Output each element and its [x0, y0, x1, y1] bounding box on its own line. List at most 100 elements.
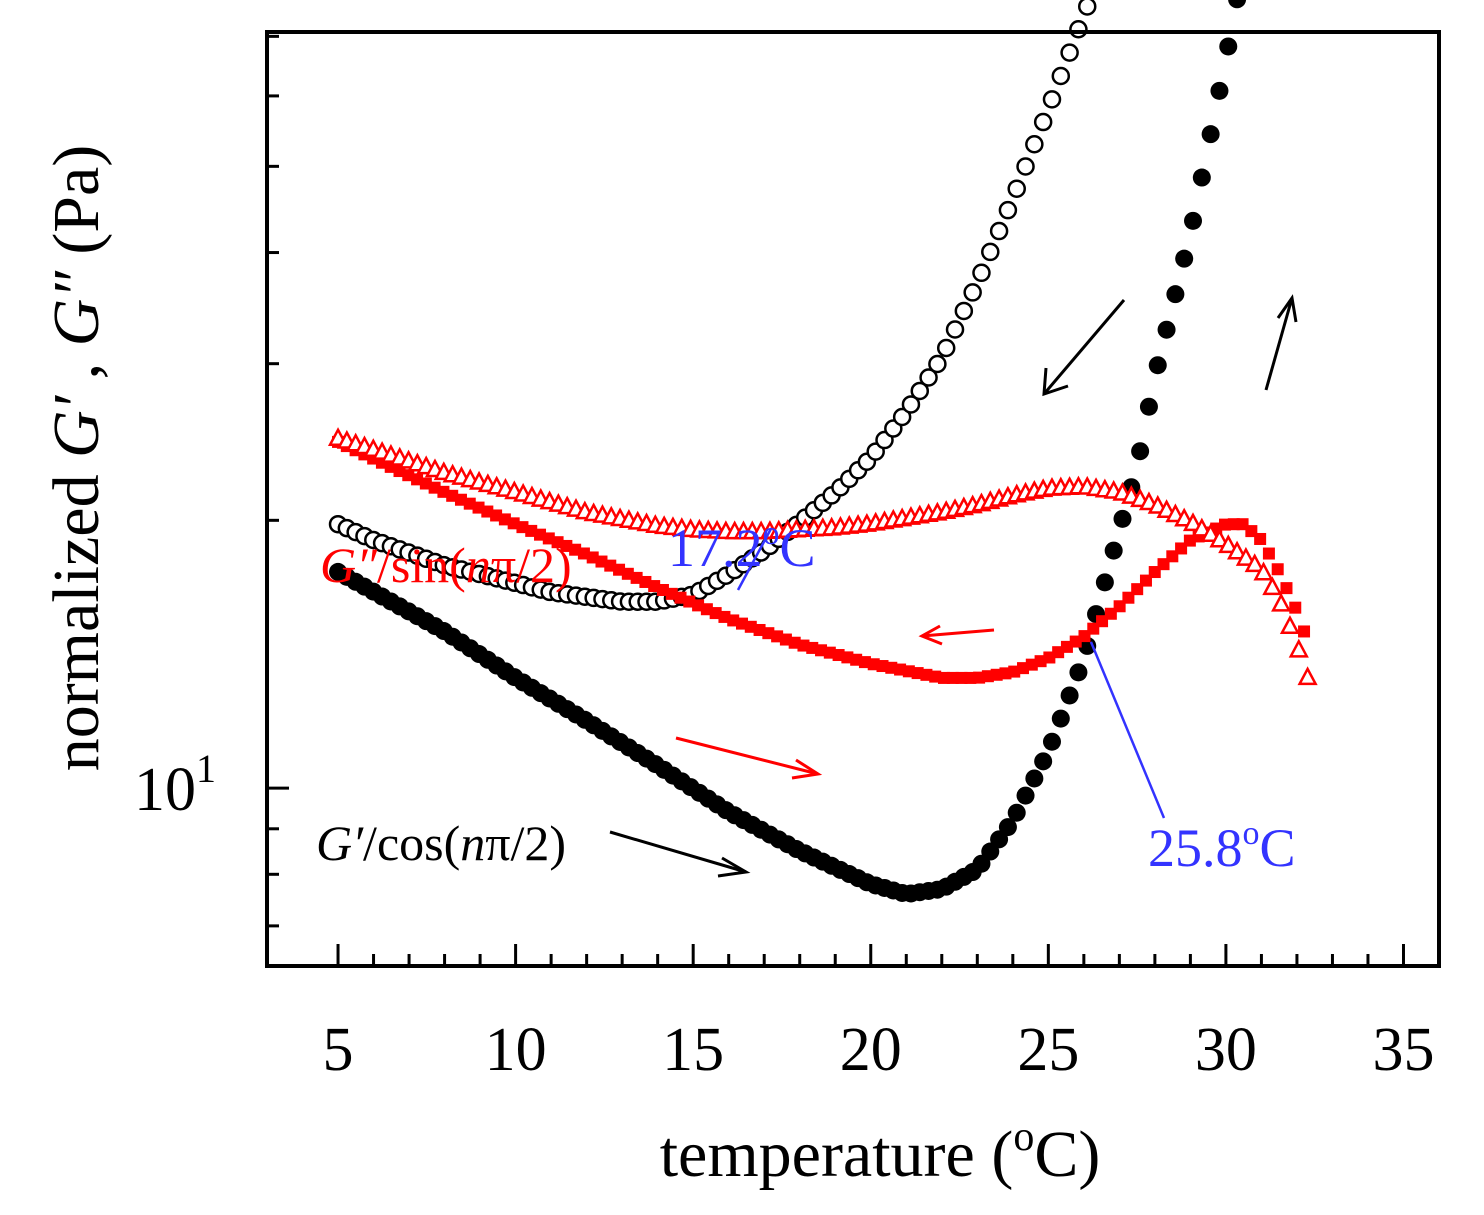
cooling-arrow-black	[1042, 299, 1126, 397]
data-point	[928, 354, 947, 374]
data-point	[1157, 320, 1176, 339]
heating-arrow-black	[1264, 294, 1298, 391]
data-point	[901, 395, 921, 414]
data-point	[1016, 786, 1035, 805]
data-point	[1200, 523, 1221, 543]
x-tick-label: 35	[1372, 1016, 1434, 1084]
crossover-2-sup: o	[1243, 815, 1260, 852]
data-point	[954, 301, 974, 321]
x-axis-label-sup: o	[1013, 1114, 1034, 1160]
crossover-2-value: 25.8	[1148, 818, 1243, 878]
crossover-2-unit: C	[1260, 818, 1296, 878]
annotation-lines	[736, 527, 1166, 819]
g2-label-func: /sin(	[377, 537, 466, 593]
data-point	[1262, 547, 1275, 560]
data-point	[1244, 553, 1265, 573]
data-point	[1060, 43, 1079, 62]
direction-arrows	[609, 294, 1298, 878]
data-point	[1254, 532, 1267, 545]
data-point	[1218, 534, 1239, 554]
data-point	[1007, 803, 1026, 822]
y-axis-label-comma: ,	[40, 346, 113, 396]
x-axis-label: temperature (oC)	[660, 1114, 1101, 1191]
g2-label-n: n	[466, 537, 491, 593]
g1-label-func: /cos(	[363, 815, 460, 871]
data-point	[1191, 517, 1212, 537]
data-point	[1166, 285, 1185, 304]
y-tick-base: 10	[134, 756, 196, 824]
data-point	[1210, 81, 1229, 100]
data-point	[1007, 179, 1026, 198]
data-point	[1042, 90, 1062, 109]
data-point	[1077, 0, 1097, 16]
y-axis-label-unit: (Pa)	[40, 145, 113, 271]
x-tick-label: 25	[1017, 1016, 1079, 1084]
data-point	[1051, 709, 1070, 728]
x-tick-labels: 5 10 15 20 25 30 35	[323, 1016, 1435, 1084]
y-axis-label: normalized G′ , G″ (Pa)	[40, 145, 113, 772]
series-1	[328, 0, 1097, 611]
data-point	[936, 338, 956, 358]
data-point	[1025, 135, 1044, 154]
x-tick-label: 15	[662, 1016, 724, 1084]
g-prime-series-label: G′/cos(nπ/2)	[316, 815, 566, 871]
data-point	[1271, 563, 1284, 576]
crossover-label-1: 17.2oC	[668, 515, 816, 578]
crossover-label-2: 25.8oC	[1148, 815, 1296, 878]
y-tick-label: 101	[134, 746, 216, 824]
data-point	[1033, 112, 1053, 132]
data-point	[1262, 576, 1283, 596]
cooling-arrow-red	[918, 624, 995, 646]
g-double-prime-series-label: G″/sin(nπ/2)	[320, 537, 572, 593]
data-point	[998, 200, 1018, 220]
data-point	[1131, 442, 1150, 461]
data-point	[1060, 686, 1079, 705]
data-point	[1113, 509, 1132, 528]
data-point	[1235, 546, 1256, 566]
g1-label-end: π/2)	[485, 815, 566, 871]
data-point	[1051, 66, 1071, 86]
data-point	[963, 283, 982, 302]
x-tick-label: 30	[1195, 1016, 1257, 1084]
data-point	[1209, 528, 1230, 548]
data-point	[910, 381, 930, 401]
crossover-1-unit: C	[780, 518, 816, 578]
plot-frame	[265, 30, 1441, 968]
data-point	[1104, 541, 1123, 560]
data-point	[1289, 601, 1302, 614]
data-point	[1253, 561, 1274, 581]
data-point	[1288, 638, 1309, 658]
data-point	[989, 221, 1009, 241]
data-point	[998, 818, 1017, 837]
g2-label-g: G″	[320, 537, 378, 593]
data-point	[1148, 356, 1167, 375]
data-point	[1297, 666, 1318, 686]
crossover-2-pointer	[1089, 641, 1166, 819]
data-point	[1025, 769, 1044, 788]
data-point	[1095, 573, 1114, 592]
data-point	[892, 407, 912, 427]
x-tick-label: 5	[323, 1016, 354, 1084]
data-point	[1280, 582, 1293, 595]
data-point	[1228, 0, 1247, 9]
data-point	[945, 320, 965, 339]
data-point	[1034, 752, 1053, 771]
data-point	[981, 242, 1000, 262]
data-point	[1279, 615, 1301, 635]
y-axis-label-prefix: normalized	[40, 458, 113, 771]
data-point	[1219, 37, 1238, 56]
data-point	[1069, 663, 1088, 682]
crossover-1-sup: o	[763, 515, 780, 552]
y-axis-label-gprime: G′	[40, 394, 113, 458]
data-point	[972, 263, 991, 283]
data-point	[1226, 540, 1248, 560]
data-point	[1139, 397, 1158, 416]
y-tick-labels: 101102	[134, 746, 216, 824]
data-point	[1184, 211, 1203, 230]
g1-label-n: n	[460, 815, 485, 871]
data-point	[1069, 20, 1088, 39]
data-point	[1042, 732, 1061, 751]
label-arrow-black	[609, 830, 751, 878]
g2-label-end: π/2)	[491, 537, 572, 593]
